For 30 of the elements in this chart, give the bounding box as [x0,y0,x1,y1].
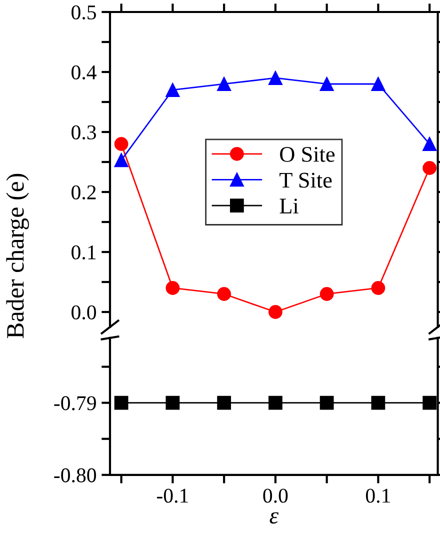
y-tick-label: -0.80 [54,468,96,482]
x-tick-label: -0.1 [156,488,188,503]
x-tick-label: 0.1 [366,488,390,503]
point [268,71,282,85]
y-tick-label: -0.79 [54,396,96,410]
point [268,305,282,319]
point [217,77,232,91]
y-tick-label: 0.3 [72,125,96,140]
x-tick-label: 0.0 [263,488,288,503]
x-axis-title: ε [270,512,279,524]
y-tick-label: 0.0 [72,305,96,320]
legend-label: O Site [280,146,335,162]
y-tick-label: 0.2 [72,185,96,200]
point [166,83,180,97]
point [371,281,386,295]
point [114,153,128,168]
point [217,287,232,301]
point [320,77,334,91]
point [422,161,437,175]
point [114,137,128,151]
point [166,281,180,295]
point [371,77,386,91]
legend-label: Li [280,198,298,214]
point [320,287,334,301]
y-axis-title: Bader charge (e) [6,174,29,338]
y-tick-label: 0.1 [72,245,96,260]
y-tick-label: 0.5 [72,5,96,20]
legend-label: T Site [280,172,332,188]
point [422,137,437,151]
y-tick-label: 0.4 [72,65,96,80]
